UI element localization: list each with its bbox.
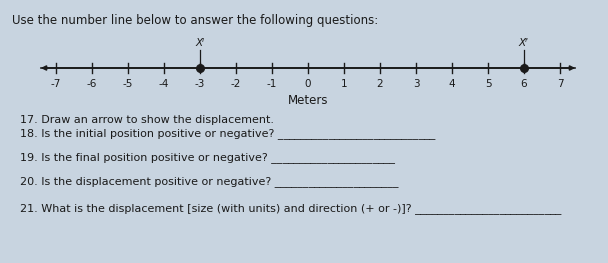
Text: -7: -7	[51, 79, 61, 89]
Text: Xᴵ: Xᴵ	[196, 38, 204, 48]
Text: Meters: Meters	[288, 94, 328, 107]
Text: 4: 4	[449, 79, 455, 89]
Text: Use the number line below to answer the following questions:: Use the number line below to answer the …	[12, 14, 378, 27]
Text: 3: 3	[413, 79, 420, 89]
Text: 21. What is the displacement [size (with units) and direction (+ or -)]? _______: 21. What is the displacement [size (with…	[20, 203, 561, 214]
Text: 7: 7	[557, 79, 564, 89]
Text: 0: 0	[305, 79, 311, 89]
Text: Xᶠ: Xᶠ	[519, 38, 529, 48]
Text: 5: 5	[485, 79, 491, 89]
Text: -6: -6	[87, 79, 97, 89]
Text: -2: -2	[231, 79, 241, 89]
Text: 19. Is the final position positive or negative? ______________________: 19. Is the final position positive or ne…	[20, 152, 395, 163]
Text: -1: -1	[267, 79, 277, 89]
Text: 18. Is the initial position positive or negative? ____________________________: 18. Is the initial position positive or …	[20, 128, 435, 139]
Text: 2: 2	[377, 79, 383, 89]
Text: -3: -3	[195, 79, 205, 89]
Text: 20. Is the displacement positive or negative? ______________________: 20. Is the displacement positive or nega…	[20, 176, 398, 187]
Text: 17. Draw an arrow to show the displacement.: 17. Draw an arrow to show the displaceme…	[20, 115, 274, 125]
Text: -4: -4	[159, 79, 169, 89]
Text: 6: 6	[520, 79, 527, 89]
Text: 1: 1	[340, 79, 347, 89]
Text: -5: -5	[123, 79, 133, 89]
